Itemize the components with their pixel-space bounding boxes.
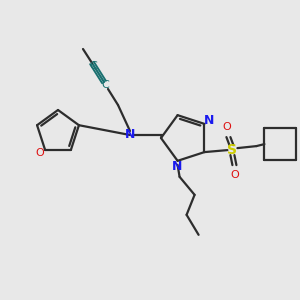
Text: N: N: [171, 160, 182, 173]
Text: N: N: [204, 114, 214, 128]
Text: O: O: [222, 122, 231, 132]
Text: O: O: [230, 170, 239, 180]
Text: O: O: [36, 148, 44, 158]
Text: C: C: [101, 80, 109, 90]
Text: N: N: [125, 128, 135, 142]
Text: C: C: [89, 61, 97, 71]
Text: S: S: [227, 143, 237, 157]
